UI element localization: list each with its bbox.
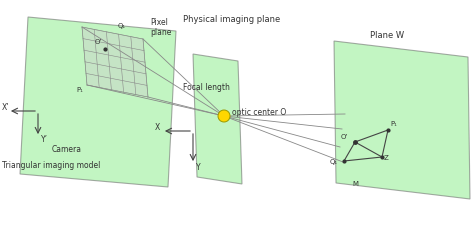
Polygon shape — [20, 18, 176, 187]
Text: Y’: Y’ — [41, 134, 48, 143]
Text: Pixel
plane: Pixel plane — [150, 18, 172, 37]
Polygon shape — [193, 55, 242, 184]
Circle shape — [218, 110, 230, 122]
Text: M: M — [352, 180, 358, 186]
Text: Triangular imaging model: Triangular imaging model — [2, 160, 100, 169]
Text: Focal length: Focal length — [183, 83, 230, 92]
Text: optic center O: optic center O — [232, 108, 286, 117]
Text: Q₁: Q₁ — [330, 158, 338, 164]
Text: X: X — [155, 122, 160, 131]
Text: O’: O’ — [95, 39, 102, 45]
Text: O’: O’ — [341, 133, 348, 139]
Text: Physical imaging plane: Physical imaging plane — [183, 15, 280, 24]
Text: Q₁: Q₁ — [118, 23, 126, 29]
Text: P₁: P₁ — [76, 87, 83, 93]
Text: Plane W: Plane W — [370, 31, 404, 40]
Text: X’: X’ — [2, 103, 9, 112]
Text: P₁: P₁ — [390, 120, 397, 126]
Text: Camera: Camera — [52, 144, 82, 153]
Polygon shape — [82, 28, 148, 98]
Text: Y: Y — [196, 162, 201, 171]
Text: Z: Z — [384, 154, 389, 160]
Polygon shape — [334, 42, 470, 199]
